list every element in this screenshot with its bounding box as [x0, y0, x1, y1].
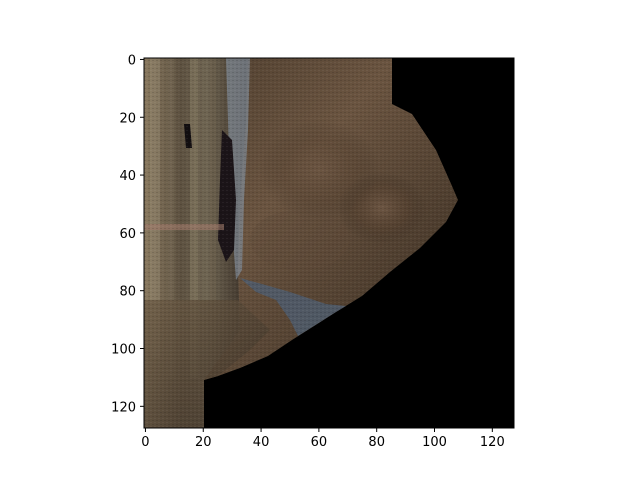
- y-tick-label: 40: [119, 169, 136, 184]
- y-axis: 0 20 40 60 80 100 120: [111, 53, 144, 415]
- image-content: [144, 58, 514, 428]
- y-tick-label: 0: [128, 53, 136, 68]
- x-tick-label: 80: [368, 435, 385, 450]
- x-tick-label: 20: [195, 435, 212, 450]
- y-tick-label: 20: [119, 111, 136, 126]
- y-tick-label: 80: [119, 285, 136, 300]
- y-tick-label: 120: [111, 400, 136, 415]
- x-tick-label: 0: [141, 435, 149, 450]
- y-tick-label: 60: [119, 227, 136, 242]
- y-tick-label: 100: [111, 343, 136, 358]
- x-tick-label: 120: [480, 435, 505, 450]
- x-tick-label: 100: [422, 435, 447, 450]
- x-tick-label: 40: [253, 435, 270, 450]
- x-tick-label: 60: [311, 435, 328, 450]
- weave-overlay: [144, 58, 458, 428]
- x-axis: 0 20 40 60 80 100 120: [141, 428, 505, 450]
- axes-frame: [143, 57, 515, 429]
